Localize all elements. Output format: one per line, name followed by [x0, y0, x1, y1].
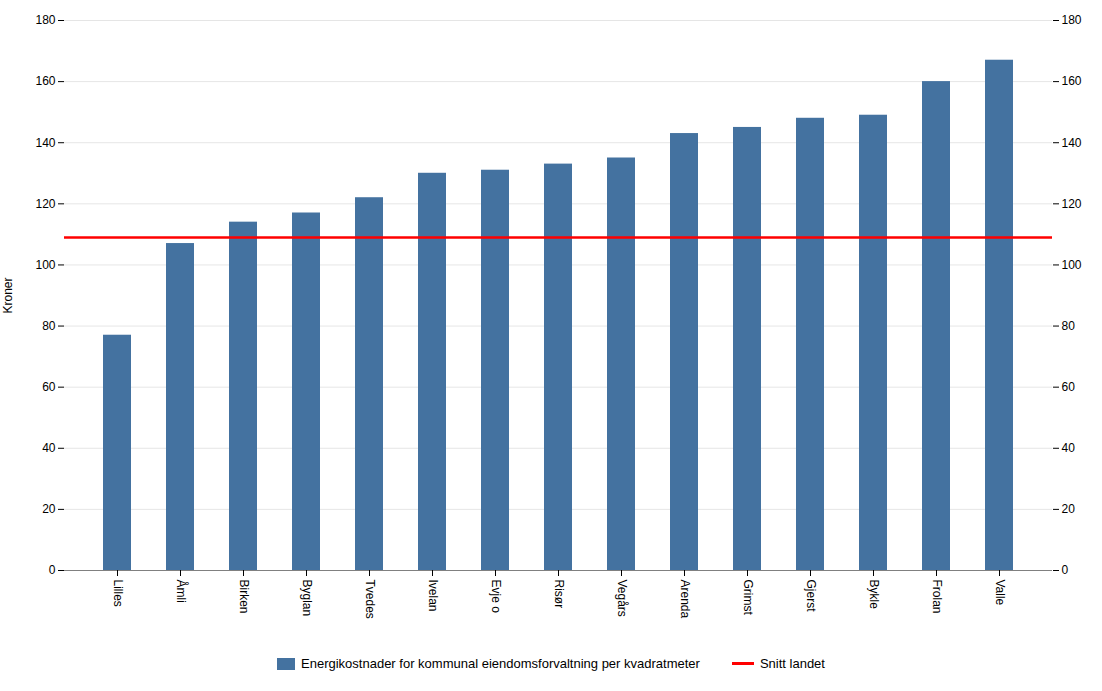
- svg-text:100: 100: [35, 258, 55, 272]
- svg-text:60: 60: [42, 380, 56, 394]
- svg-text:60: 60: [1062, 380, 1076, 394]
- svg-text:Valle: Valle: [993, 580, 1007, 606]
- svg-text:20: 20: [42, 502, 56, 516]
- svg-text:Ivelan: Ivelan: [426, 580, 440, 612]
- svg-text:Risør: Risør: [552, 580, 566, 609]
- svg-text:Kroner: Kroner: [1, 277, 15, 313]
- svg-text:0: 0: [49, 563, 56, 577]
- svg-text:180: 180: [1062, 13, 1082, 27]
- svg-text:40: 40: [42, 441, 56, 455]
- svg-text:Evje o: Evje o: [489, 580, 503, 614]
- svg-text:100: 100: [1062, 258, 1082, 272]
- svg-text:Tvedes: Tvedes: [363, 580, 377, 619]
- svg-text:80: 80: [1062, 319, 1076, 333]
- svg-text:160: 160: [35, 74, 55, 88]
- html-text:Energikostnader for kommunal e: Energikostnader for kommunal eiendomsfor…: [301, 656, 700, 671]
- html-text:Snitt landet: Snitt landet: [759, 656, 825, 671]
- svg-text:Åmli: Åmli: [174, 580, 189, 603]
- svg-text:Gjerst: Gjerst: [804, 580, 818, 613]
- svg-text:120: 120: [1062, 197, 1082, 211]
- svg-text:Byglan: Byglan: [300, 580, 314, 617]
- svg-text:0: 0: [1062, 563, 1069, 577]
- svg-text:Grimst: Grimst: [741, 580, 755, 616]
- svg-text:160: 160: [1062, 74, 1082, 88]
- svg-text:140: 140: [1062, 136, 1082, 150]
- svg-text:Frolan: Frolan: [930, 580, 944, 614]
- svg-text:Arenda: Arenda: [678, 580, 692, 619]
- svg-text:80: 80: [42, 319, 56, 333]
- svg-text:Birken: Birken: [237, 580, 251, 614]
- svg-text:Vegårs: Vegårs: [615, 580, 629, 617]
- svg-text:20: 20: [1062, 502, 1076, 516]
- svg-text:140: 140: [35, 136, 55, 150]
- svg-text:Lilles: Lilles: [111, 580, 125, 607]
- svg-text:120: 120: [35, 197, 55, 211]
- svg-text:Bykle: Bykle: [867, 580, 881, 610]
- svg-text:40: 40: [1062, 441, 1076, 455]
- svg-text:180: 180: [35, 13, 55, 27]
